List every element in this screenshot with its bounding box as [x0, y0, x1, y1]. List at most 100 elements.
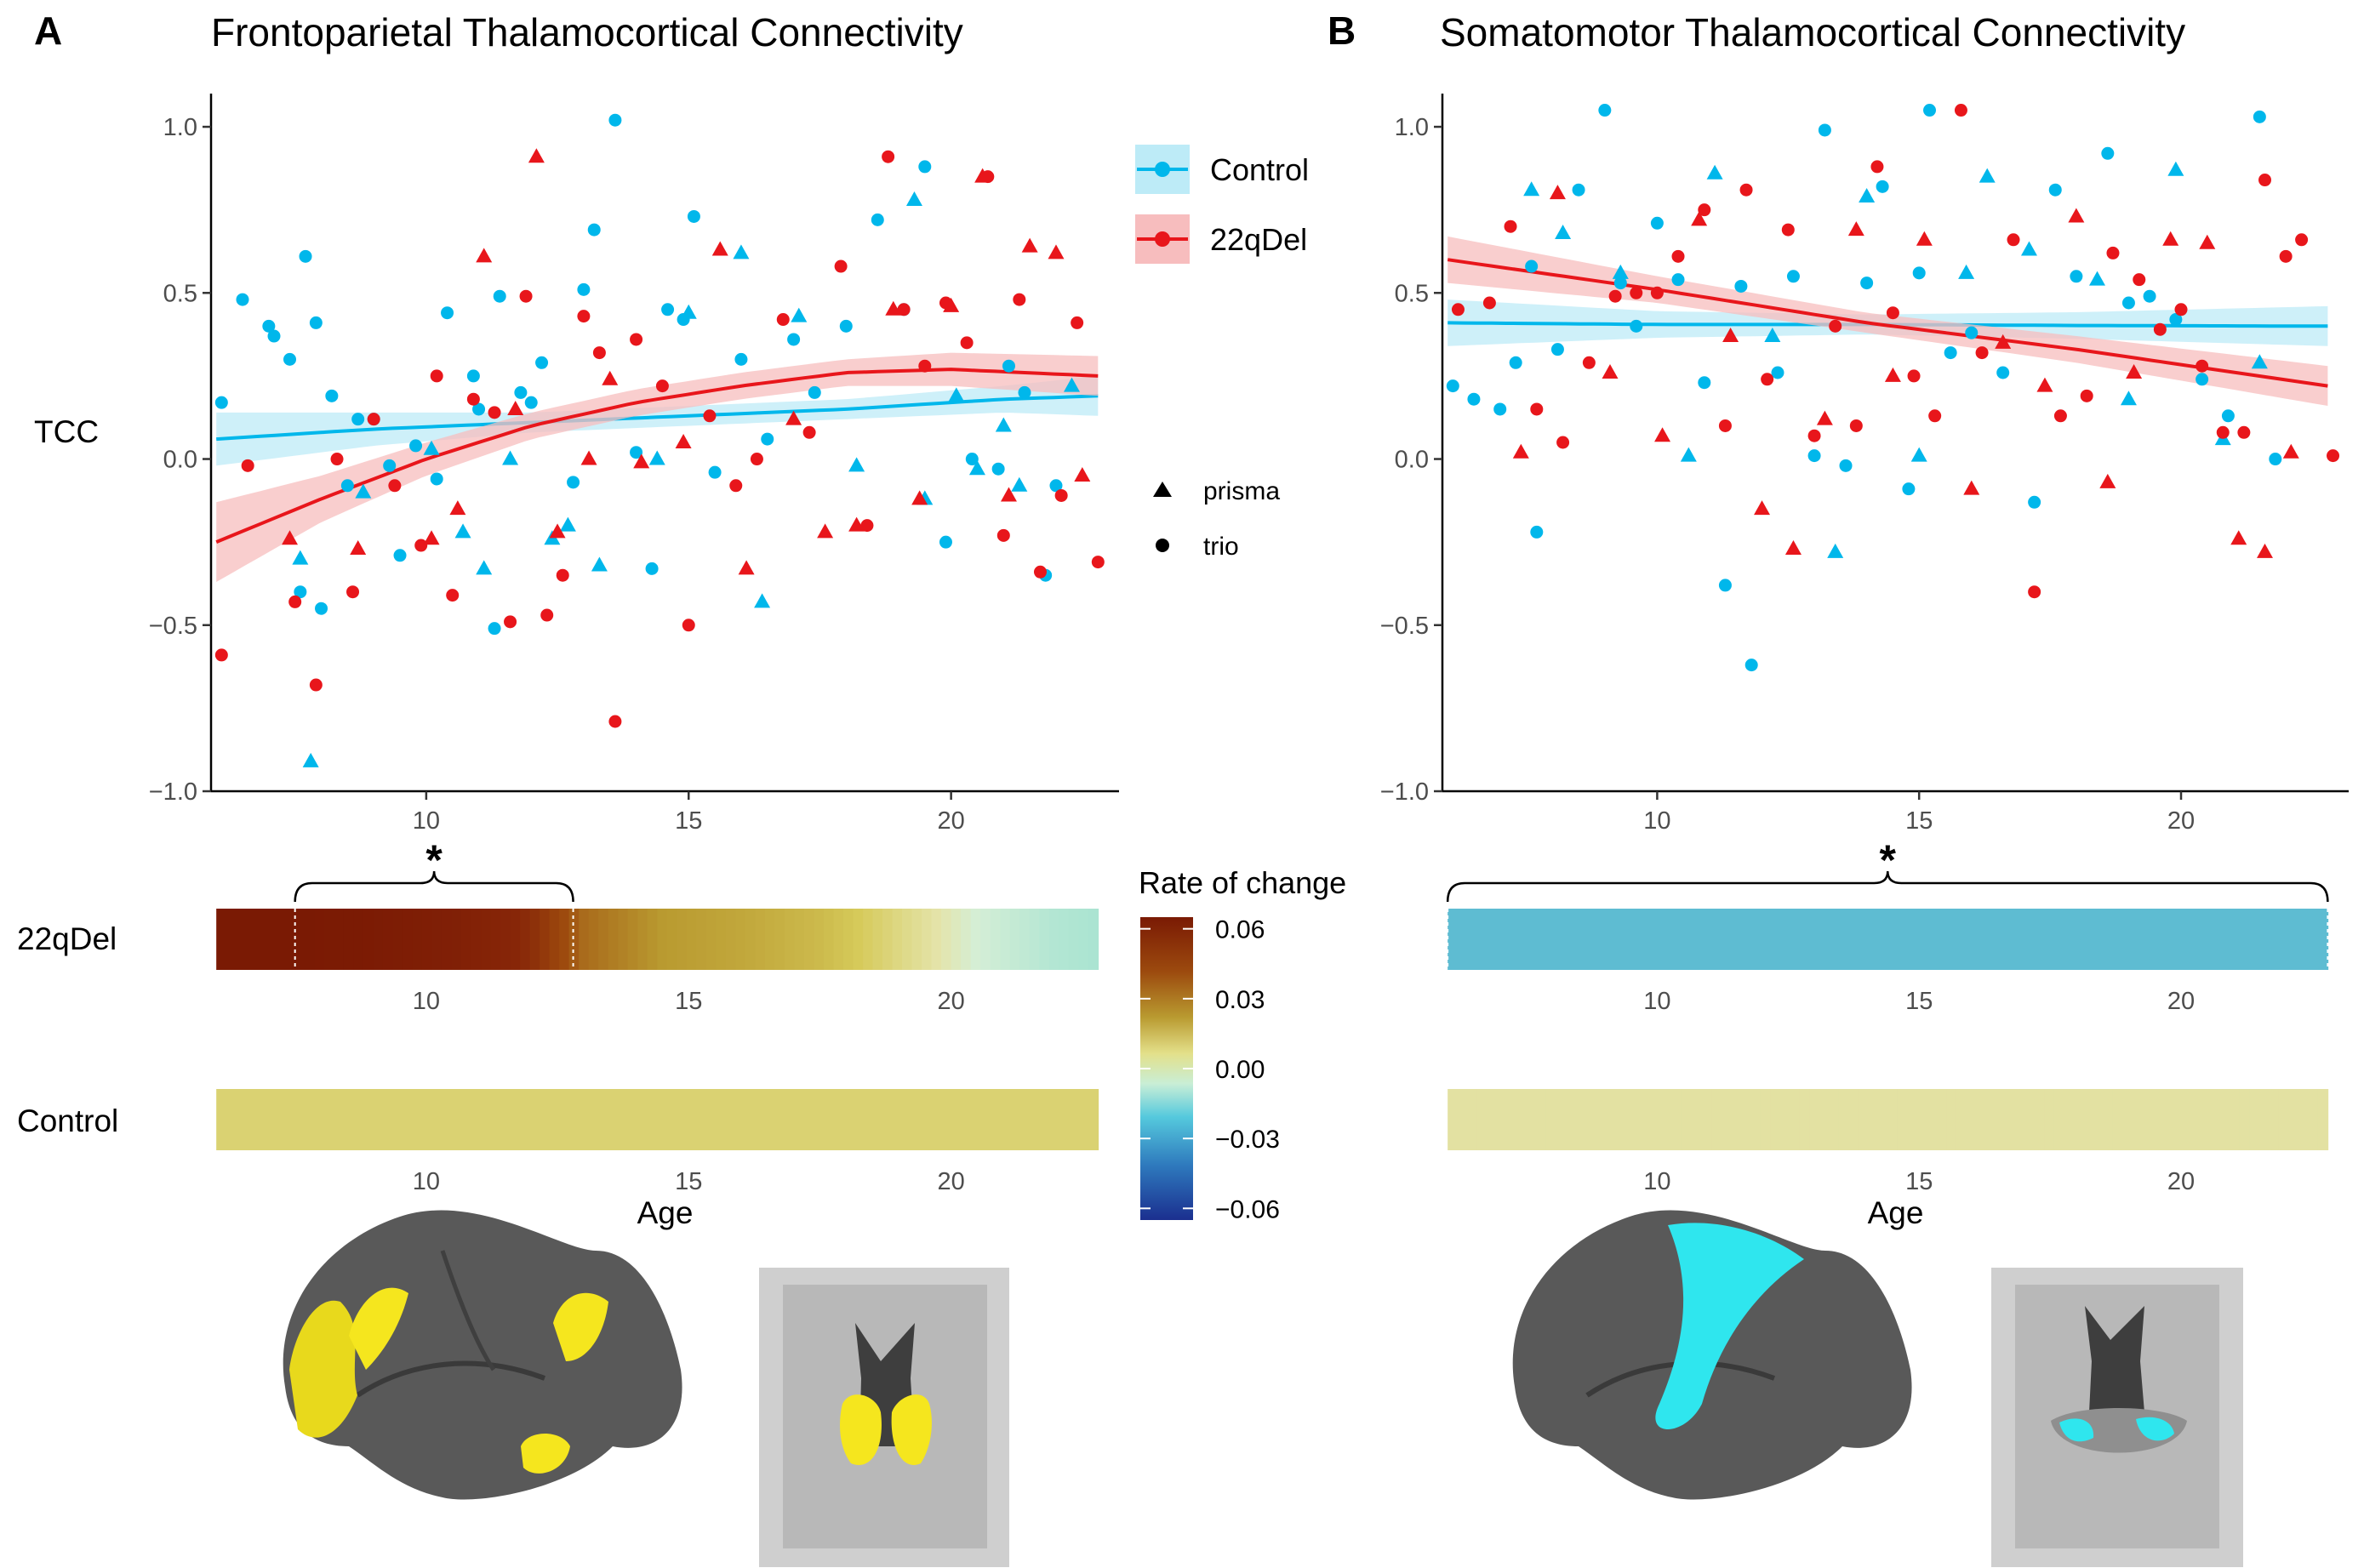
rate-cell-control: [1916, 1089, 1928, 1150]
rate-cell-control: [716, 1089, 727, 1150]
point-22qdel-trio: [1608, 289, 1622, 303]
rate-strips-a: 10 15 20 * 10 15 20 Age: [216, 836, 1099, 1230]
rate-cell-22qdel: [588, 909, 599, 970]
point-control-prisma: [355, 483, 372, 499]
rate-cell-22qdel: [1476, 909, 1487, 970]
point-control-trio: [309, 316, 323, 329]
rate-cell-22qdel: [627, 909, 639, 970]
rate-cell-22qdel: [412, 909, 423, 970]
point-22qdel-trio: [388, 479, 402, 493]
rate-cell-control: [961, 1089, 972, 1150]
rate-cell-control: [990, 1089, 1001, 1150]
point-control-trio: [645, 562, 659, 575]
rate-cell-control: [334, 1089, 345, 1150]
rate-cell-22qdel: [441, 909, 453, 970]
point-22qdel-trio: [2295, 233, 2309, 247]
point-22qdel-prisma: [507, 400, 524, 415]
rate-cell-control: [1779, 1089, 1791, 1150]
rate-cell-22qdel: [990, 909, 1001, 970]
rate-cell-22qdel: [2112, 909, 2123, 970]
rate-cell-control: [1701, 1089, 1713, 1150]
rate-cell-control: [1927, 1089, 1938, 1150]
rate-cell-22qdel: [2083, 909, 2094, 970]
point-22qdel-trio: [1071, 316, 1084, 329]
point-22qdel-prisma: [2230, 530, 2247, 545]
rate-cell-22qdel: [1701, 909, 1713, 970]
point-22qdel-trio: [556, 568, 569, 582]
point-control-trio: [1525, 259, 1539, 273]
rate-cell-22qdel: [1721, 909, 1733, 970]
rate-cell-control: [784, 1089, 796, 1150]
rate-cell-control: [941, 1089, 952, 1150]
rate-cell-control: [314, 1089, 325, 1150]
rate-cell-22qdel: [696, 909, 707, 970]
rate-cell-22qdel: [2122, 909, 2133, 970]
panel-a-letter: A: [34, 9, 62, 53]
point-control-trio: [524, 396, 538, 409]
brain-surface-frontoparietal: [283, 1210, 682, 1500]
x-tick-label: 15: [1905, 807, 1933, 835]
rate-cell-control: [2132, 1089, 2143, 1150]
point-control-trio: [939, 535, 952, 549]
point-22qdel-prisma: [2282, 443, 2299, 459]
yellow-roi-temporal: [521, 1434, 570, 1474]
rate-x-tick-label: 10: [1643, 1168, 1670, 1195]
brain-sulcus-a2: [440, 1250, 496, 1371]
point-control-trio: [315, 602, 328, 615]
rate-cell-22qdel: [1936, 909, 1948, 970]
rate-cell-22qdel: [1594, 909, 1605, 970]
rate-cell-22qdel: [284, 909, 296, 970]
rate-cell-control: [500, 1089, 511, 1150]
cyan-roi-thalamus-right: [2136, 1417, 2174, 1441]
colorbar-title: Rate of change: [1139, 865, 1346, 900]
point-22qdel-prisma: [675, 434, 692, 448]
point-22qdel-trio: [2258, 174, 2272, 187]
point-22qdel-prisma: [1691, 211, 1708, 226]
rate-cell-22qdel: [343, 909, 355, 970]
point-control-trio: [761, 432, 774, 446]
rate-cell-control: [922, 1089, 933, 1150]
rate-cell-22qdel: [2308, 909, 2319, 970]
rate-cell-22qdel: [529, 909, 540, 970]
rate-cell-22qdel: [2190, 909, 2201, 970]
rate-cell-22qdel: [647, 909, 659, 970]
rate-cell-control: [1516, 1089, 1527, 1150]
rate-cell-22qdel: [2210, 909, 2221, 970]
rate-cell-22qdel: [451, 909, 462, 970]
point-22qdel-trio: [1807, 429, 1821, 442]
rate-cell-22qdel: [1613, 909, 1625, 970]
rate-x-tick-label: 15: [675, 1168, 702, 1195]
rate-cell-control: [460, 1089, 472, 1150]
point-22qdel-prisma: [1816, 410, 1833, 425]
age-axis-label: Age: [1868, 1195, 1924, 1230]
colorbar-tick-label: 0.03: [1215, 986, 1265, 1014]
rate-cell-22qdel: [922, 909, 933, 970]
point-control-trio: [577, 282, 591, 296]
rate-cell-control: [471, 1089, 482, 1150]
rate-cell-22qdel: [1799, 909, 1811, 970]
point-control-trio: [587, 223, 601, 237]
rate-cell-22qdel: [1496, 909, 1507, 970]
rate-cell-22qdel: [1019, 909, 1031, 970]
point-control-prisma: [905, 191, 922, 206]
y-tick-label: −1.0: [1380, 778, 1429, 806]
significance-star: *: [1880, 836, 1897, 884]
point-22qdel-trio: [241, 459, 254, 472]
point-22qdel-trio: [608, 715, 622, 728]
rate-cell-22qdel: [1653, 909, 1664, 970]
rate-cell-22qdel: [598, 909, 609, 970]
rate-cell-22qdel: [902, 909, 913, 970]
rate-cell-control: [803, 1089, 815, 1150]
point-control-trio: [383, 459, 397, 472]
yellow-roi-thalamus-right: [891, 1394, 932, 1465]
panel-b-title: Somatomotor Thalamocortical Connectivity: [1440, 10, 2185, 54]
rate-strips-b: 10 15 20 * 10 15 20 Age: [1446, 836, 2329, 1230]
point-22qdel-prisma: [785, 410, 802, 425]
point-control-prisma: [1910, 447, 1927, 462]
point-22qdel-trio: [1482, 296, 1496, 310]
point-control-trio: [262, 319, 276, 333]
point-22qdel-prisma: [549, 523, 566, 539]
point-22qdel-prisma: [580, 450, 597, 465]
point-control-trio: [1912, 266, 1926, 280]
